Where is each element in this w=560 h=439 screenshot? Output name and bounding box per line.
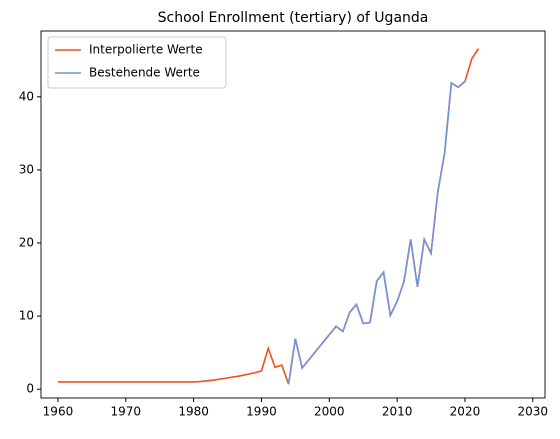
x-tick-label: 2030 — [518, 405, 549, 419]
series-line — [57, 48, 480, 385]
y-tick-label: 10 — [19, 309, 34, 323]
y-tick-label: 0 — [26, 382, 34, 396]
x-tick-label: 2020 — [450, 405, 481, 419]
x-tick-label: 2010 — [382, 405, 413, 419]
y-tick-label: 20 — [19, 236, 34, 250]
legend-label: Bestehende Werte — [89, 66, 200, 80]
series-line — [287, 80, 466, 385]
x-tick-label: 1980 — [178, 405, 209, 419]
x-tick-label: 2000 — [314, 405, 345, 419]
x-tick-label: 1970 — [111, 405, 142, 419]
chart-title: School Enrollment (tertiary) of Uganda — [158, 10, 429, 26]
plot-frame — [40, 30, 546, 399]
x-tick-label: 1960 — [43, 405, 74, 419]
legend-label: Interpolierte Werte — [89, 43, 203, 57]
x-tick-label: 1990 — [246, 405, 277, 419]
y-tick-label: 30 — [19, 162, 34, 176]
y-tick-label: 40 — [19, 89, 34, 103]
legend-box — [47, 36, 227, 89]
